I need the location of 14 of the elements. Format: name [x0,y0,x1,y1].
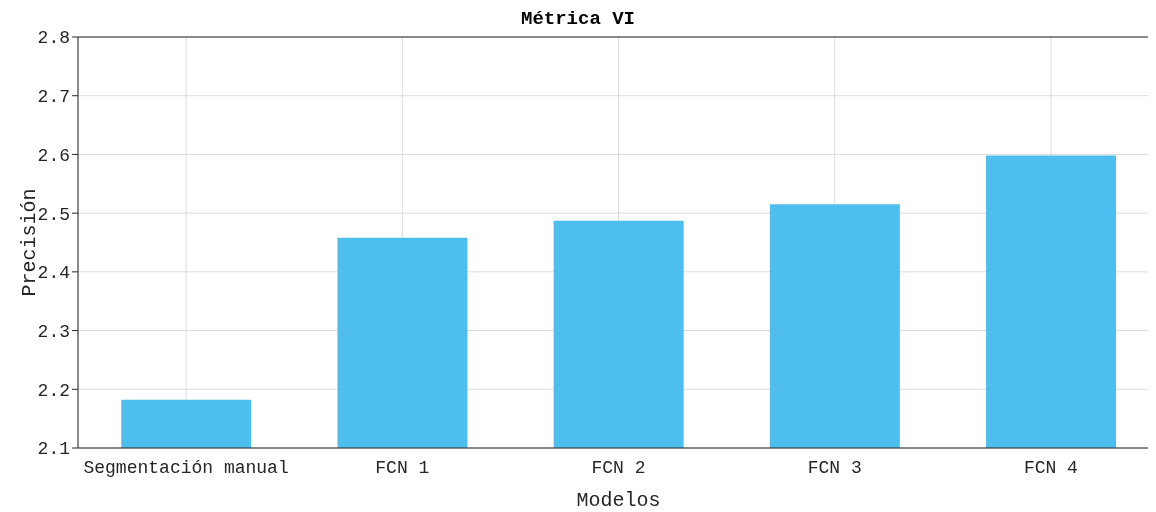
y-tick-label: 2.2 [37,380,70,401]
x-tick-label: FCN 4 [1023,457,1078,478]
y-tick-label: 2.8 [37,28,70,49]
y-tick-label: 2.6 [37,145,70,166]
x-tick-label: Segmentación manual [83,457,289,478]
y-tick-label: 2.5 [37,204,70,225]
x-tick-label: FCN 3 [807,457,862,478]
y-tick-label: 2.3 [37,321,70,342]
x-tick-label: FCN 1 [375,457,430,478]
x-tick-label: FCN 2 [591,457,646,478]
y-tick-label: 2.1 [37,439,70,460]
chart-title: Métrica VI [520,8,636,30]
x-axis-title: Modelos [576,489,661,512]
y-tick-label: 2.7 [37,87,70,108]
